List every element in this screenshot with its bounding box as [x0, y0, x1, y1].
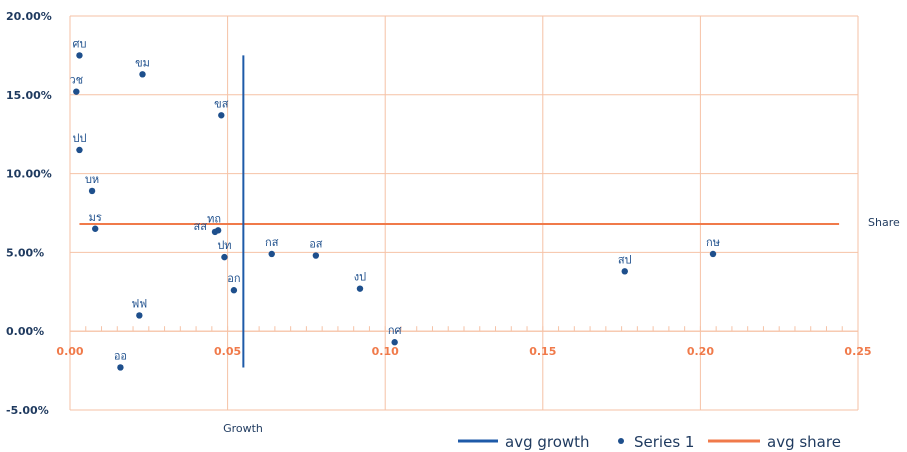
x-axis-minor-ticks	[69, 326, 859, 332]
data-point-label: บห	[85, 173, 99, 186]
data-point	[391, 339, 398, 346]
y-tick-label: 20.00%	[6, 10, 52, 23]
x-tick-label: 0.20	[687, 345, 714, 358]
data-point	[312, 252, 320, 259]
legend-avg-share-label: avg share	[767, 433, 841, 451]
x-tick-label: 0.00	[56, 345, 83, 358]
data-point	[211, 228, 219, 236]
data-point	[221, 253, 228, 261]
data-point-label: มร	[89, 211, 102, 224]
legend-series-1-label: Series 1	[634, 433, 694, 451]
data-point	[73, 88, 80, 95]
x-tick-label: 0.25	[844, 345, 871, 358]
data-point	[92, 225, 99, 232]
y-tick-label: 10.00%	[6, 168, 52, 181]
data-point-label: สป	[618, 253, 632, 266]
data-point-label: วช	[69, 74, 83, 87]
data-point-label: ทถ	[207, 212, 221, 225]
data-point	[139, 71, 146, 78]
y-tick-label: 5.00%	[6, 246, 44, 259]
data-point	[136, 312, 143, 319]
data-point	[117, 364, 124, 371]
data-point-label: ศบ	[72, 37, 86, 50]
data-point	[621, 268, 628, 275]
data-point	[218, 112, 225, 119]
data-point	[76, 146, 83, 154]
legend-series-1-swatch	[618, 438, 624, 444]
data-point	[268, 250, 275, 258]
data-point-label: ขส	[214, 97, 229, 110]
data-point	[230, 287, 238, 294]
data-point-label: ปป	[72, 132, 86, 145]
data-point-label: ฟฟ	[132, 297, 148, 310]
data-point	[88, 187, 96, 195]
y-axis-title: Share	[868, 216, 900, 229]
x-tick-label: 0.10	[372, 345, 399, 358]
data-point	[76, 52, 83, 59]
data-point-label: กส	[265, 236, 279, 249]
data-point-label: สส	[194, 220, 208, 233]
y-tick-label: 15.00%	[6, 89, 52, 102]
x-tick-label: 0.05	[214, 345, 241, 358]
series-1-points	[73, 52, 717, 371]
data-point-label: ขม	[135, 56, 150, 69]
data-point	[356, 285, 364, 292]
x-tick-label: 0.15	[529, 345, 556, 358]
data-point-label: อก	[227, 272, 240, 285]
y-tick-label: -5.00%	[6, 404, 49, 417]
grid	[69, 15, 859, 411]
data-point	[709, 250, 717, 258]
x-axis-ticks: 0.00 0.05 0.10 0.15 0.20 0.25	[56, 345, 871, 358]
data-point-label: กศ	[388, 324, 402, 337]
data-point-label: ออ	[114, 349, 127, 362]
legend: avg growth Series 1 avg share	[458, 433, 841, 451]
data-point-label: อส	[309, 238, 323, 251]
data-point-label: งป	[354, 271, 366, 284]
x-axis-title: Growth	[223, 422, 263, 435]
y-tick-label: 0.00%	[6, 325, 44, 338]
y-axis-ticks: 20.00% 15.00% 10.00% 5.00% 0.00% -5.00%	[6, 10, 52, 417]
data-point-label: ปท	[217, 239, 231, 252]
legend-avg-growth-label: avg growth	[505, 433, 590, 451]
data-point-label: กษ	[706, 236, 720, 249]
